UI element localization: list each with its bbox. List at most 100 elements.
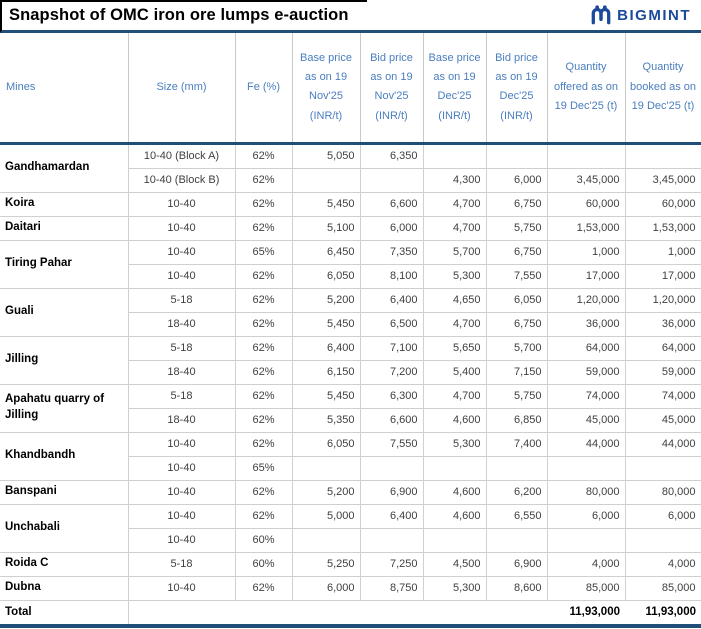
cell-bid-nov: 7,550: [360, 432, 424, 457]
cell-base-dec: 5,650: [423, 336, 487, 361]
column-header-base-dec: Base price as on 19 Dec'25 (INR/t): [423, 33, 487, 145]
cell-fe: 60%: [235, 528, 293, 553]
total-row: Total 11,93,000 11,93,000: [0, 600, 701, 628]
table-footer: Total 11,93,000 11,93,000: [0, 600, 701, 628]
cell-size: 10-40: [128, 240, 236, 265]
cell-qty-booked: [625, 456, 701, 481]
cell-size: 5-18: [128, 336, 236, 361]
cell-bid-dec: 6,050: [486, 288, 548, 313]
cell-base-dec: 5,700: [423, 240, 487, 265]
cell-base-nov: 5,450: [292, 312, 361, 337]
cell-size: 18-40: [128, 408, 236, 433]
cell-fe: 62%: [235, 504, 293, 529]
cell-base-nov: 5,450: [292, 192, 361, 217]
cell-size: 18-40: [128, 360, 236, 385]
cell-base-dec: [423, 143, 487, 169]
cell-fe: 62%: [235, 336, 293, 361]
cell-qty-offered: 59,000: [547, 360, 626, 385]
cell-fe: 65%: [235, 456, 293, 481]
cell-bid-nov: 6,400: [360, 504, 424, 529]
column-header-qty-offered: Quantity offered as on 19 Dec'25 (t): [547, 33, 626, 145]
cell-size: 5-18: [128, 384, 236, 409]
cell-base-nov: 5,000: [292, 504, 361, 529]
table-row: Banspani 10-40 62% 5,200 6,900 4,600 6,200 80,0…: [0, 480, 701, 505]
column-header-bid-nov: Bid price as on 19 Nov'25 (INR/t): [360, 33, 424, 145]
column-header-bid-dec: Bid price as on 19 Dec'25 (INR/t): [486, 33, 548, 145]
cell-qty-booked: 6,000: [625, 504, 701, 529]
cell-fe: 62%: [235, 264, 293, 289]
cell-base-dec: 5,300: [423, 432, 487, 457]
total-quantity-offered: 11,93,000: [547, 600, 625, 628]
page-title: Snapshot of OMC iron ore lumps e-auction: [9, 5, 349, 24]
cell-bid-dec: 6,000: [486, 168, 548, 193]
cell-qty-offered: 36,000: [547, 312, 626, 337]
cell-bid-nov: 7,350: [360, 240, 424, 265]
cell-qty-offered: 60,000: [547, 192, 626, 217]
mine-cell: Unchabali: [0, 504, 129, 553]
cell-bid-nov: 6,500: [360, 312, 424, 337]
cell-qty-offered: 1,53,000: [547, 216, 626, 241]
cell-size: 10-40: [128, 576, 236, 601]
table-row: Gandhamardan 10-40 (Block A) 62% 5,050 6,350: [0, 143, 701, 193]
cell-qty-booked: 3,45,000: [625, 168, 701, 193]
cell-base-dec: 4,700: [423, 312, 487, 337]
brand-name: BIGMINT: [617, 6, 691, 24]
cell-bid-dec: 6,850: [486, 408, 548, 433]
cell-bid-dec: 7,400: [486, 432, 548, 457]
cell-fe: 62%: [235, 312, 293, 337]
cell-qty-offered: 1,20,000: [547, 288, 626, 313]
cell-bid-nov: [360, 528, 424, 553]
cell-fe: 62%: [235, 143, 293, 169]
cell-size: 10-40: [128, 216, 236, 241]
table-body: Gandhamardan 10-40 (Block A) 62% 5,050 6,350…: [0, 143, 701, 601]
cell-qty-offered: 1,000: [547, 240, 626, 265]
table-row: Guali 5-18 62% 5,200 6,400 4,650 6,050 1,20,000…: [0, 288, 701, 337]
cell-base-nov: 5,250: [292, 552, 361, 577]
cell-base-dec: 4,600: [423, 504, 487, 529]
cell-size: 10-40: [128, 504, 236, 529]
cell-qty-offered: [547, 528, 626, 553]
cell-bid-dec: 6,750: [486, 192, 548, 217]
table-row: Dubna 10-40 62% 6,000 8,750 5,300 8,600 85,000 8…: [0, 576, 701, 601]
cell-qty-offered: 85,000: [547, 576, 626, 601]
cell-qty-offered: [547, 143, 626, 169]
table-row: Unchabali 10-40 62% 5,000 6,400 4,600 6,550 6,0…: [0, 504, 701, 553]
cell-qty-booked: 17,000: [625, 264, 701, 289]
cell-qty-offered: 74,000: [547, 384, 626, 409]
cell-bid-dec: 7,550: [486, 264, 548, 289]
cell-fe: 65%: [235, 240, 293, 265]
cell-base-dec: 4,300: [423, 168, 487, 193]
column-header-fe: Fe (%): [235, 33, 293, 145]
cell-bid-nov: 8,100: [360, 264, 424, 289]
cell-base-nov: 5,050: [292, 143, 361, 169]
cell-qty-booked: 1,53,000: [625, 216, 701, 241]
bigmint-logo-icon: [590, 4, 612, 26]
cell-size: 10-40: [128, 432, 236, 457]
total-label: Total: [0, 600, 129, 628]
table-row: 18-40 62% 6,150 7,200 5,400 7,150 59,000 59,000: [0, 360, 701, 385]
cell-size: 10-40: [128, 528, 236, 553]
table-row: 10-40 60%: [0, 528, 701, 553]
cell-qty-offered: 80,000: [547, 480, 626, 505]
cell-bid-nov: 7,200: [360, 360, 424, 385]
cell-base-nov: [292, 528, 361, 553]
cell-size: 10-40: [128, 456, 236, 481]
cell-qty-booked: 44,000: [625, 432, 701, 457]
cell-bid-nov: 7,250: [360, 552, 424, 577]
cell-qty-offered: 3,45,000: [547, 168, 626, 193]
cell-base-dec: 4,700: [423, 384, 487, 409]
cell-size: 10-40 (Block A): [128, 143, 236, 169]
cell-fe: 62%: [235, 192, 293, 217]
cell-fe: 62%: [235, 360, 293, 385]
cell-bid-dec: 6,900: [486, 552, 548, 577]
cell-size: 18-40: [128, 312, 236, 337]
cell-bid-nov: 6,600: [360, 192, 424, 217]
cell-bid-dec: 6,750: [486, 240, 548, 265]
cell-size: 10-40: [128, 480, 236, 505]
cell-size: 5-18: [128, 288, 236, 313]
cell-base-dec: 4,500: [423, 552, 487, 577]
mine-cell: Tiring Pahar: [0, 240, 129, 289]
cell-base-nov: 5,350: [292, 408, 361, 433]
cell-bid-dec: 5,700: [486, 336, 548, 361]
cell-qty-offered: 64,000: [547, 336, 626, 361]
